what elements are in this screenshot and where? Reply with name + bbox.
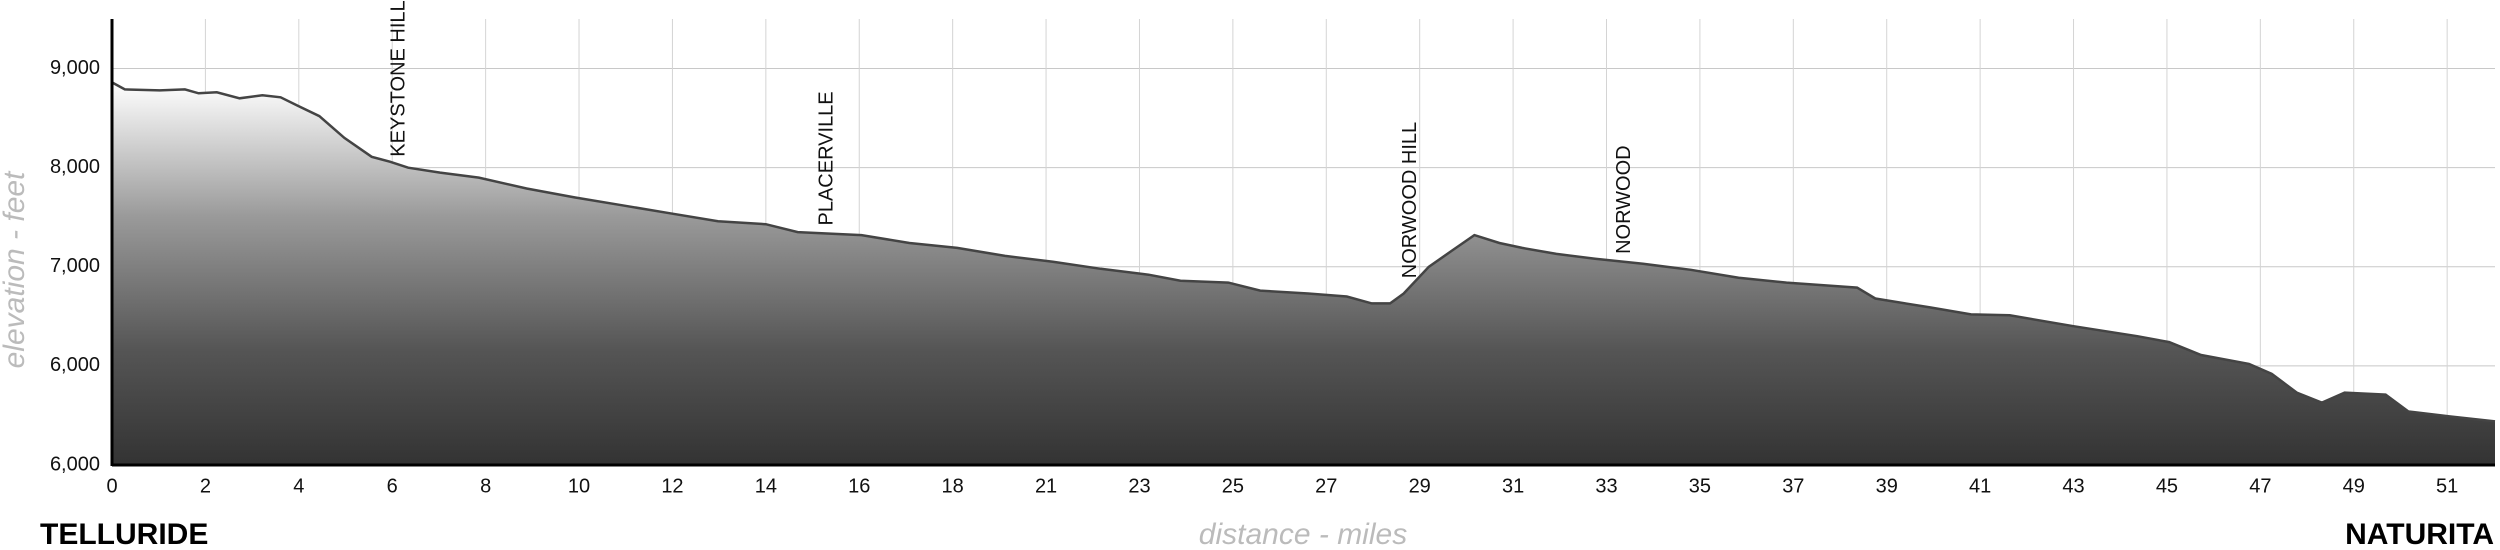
annotation: NORWOOD <box>1613 145 1635 254</box>
x-tick-label: 43 <box>2062 475 2084 497</box>
x-tick-label: 25 <box>1222 475 1244 497</box>
x-axis-label: distance - miles <box>1199 518 1407 550</box>
labels: 6,000 6,000 7,000 8,000 9,000 0 2 4 6 8 10 12 14 16 18… <box>50 0 2458 497</box>
x-tick-label: 4 <box>293 475 304 497</box>
x-tick-label: 49 <box>2343 475 2365 497</box>
annotation: NORWOOD HILL <box>1399 122 1421 278</box>
x-tick-label: 2 <box>200 475 211 497</box>
x-tick-label: 29 <box>1409 475 1431 497</box>
x-tick-label: 6 <box>387 475 398 497</box>
x-tick-label: 12 <box>661 475 683 497</box>
x-tick-label: 21 <box>1035 475 1057 497</box>
y-tick-label: 9,000 <box>50 57 100 79</box>
y-tick-label: 6,000 <box>50 354 100 376</box>
x-tick-label: 18 <box>942 475 964 497</box>
end-label: NATURITA <box>2345 518 2494 550</box>
x-tick-label: 35 <box>1689 475 1711 497</box>
x-tick-label: 37 <box>1782 475 1804 497</box>
x-tick-label: 27 <box>1315 475 1337 497</box>
x-tick-label: 41 <box>1969 475 1991 497</box>
y-tick-label: 7,000 <box>50 255 100 277</box>
elevation-area <box>112 82 2495 466</box>
plot <box>110 19 2496 467</box>
start-label: TELLURIDE <box>40 518 208 550</box>
x-tick-label: 33 <box>1595 475 1617 497</box>
x-tick-label: 31 <box>1502 475 1524 497</box>
y-tick-label: 8,000 <box>50 156 100 178</box>
x-tick-label: 0 <box>106 475 117 497</box>
y-axis-label: elevation - feet <box>0 170 31 368</box>
annotation: KEYSTONE HILL <box>387 0 409 156</box>
x-tick-label: 14 <box>755 475 777 497</box>
x-tick-label: 23 <box>1128 475 1150 497</box>
x-tick-label: 45 <box>2156 475 2178 497</box>
x-tick-label: 51 <box>2436 475 2458 497</box>
elevation-line <box>111 81 2496 423</box>
x-tick-label: 16 <box>848 475 870 497</box>
x-tick-label: 47 <box>2249 475 2271 497</box>
x-tick-label: 10 <box>568 475 590 497</box>
x-tick-label: 8 <box>480 475 491 497</box>
y-tick-label: 6,000 <box>50 453 100 475</box>
annotation: PLACERVILLE <box>816 91 838 225</box>
x-tick-label: 39 <box>1876 475 1898 497</box>
